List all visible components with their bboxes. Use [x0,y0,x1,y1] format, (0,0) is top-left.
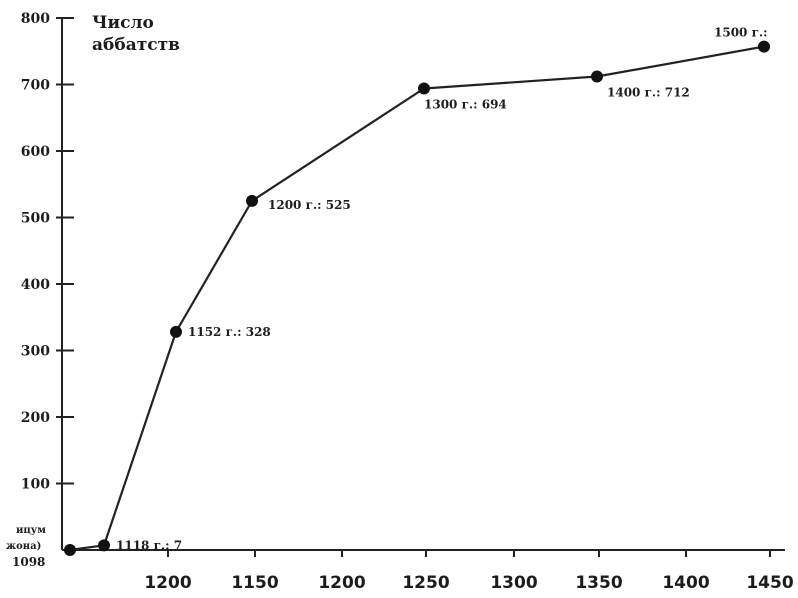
y-axis-title-line-2: аббатств [92,35,180,55]
x-tick-label: 1300 [490,573,537,593]
y-tick-label: 800 [21,11,50,27]
origin-label-line-2: жона) [6,541,41,552]
x-tick-label: 1250 [402,573,449,593]
x-tick-label: 1150 [231,573,278,593]
y-tick-label: 200 [21,410,50,426]
data-label: 1152 г.: 328 [188,325,271,339]
y-axis-ticks: 800 700 600 500 400 300 200 100 [21,11,74,493]
x-tick-label: 1200 [318,573,365,593]
data-label: 1200 г.: 525 [268,198,351,212]
data-point [418,82,430,95]
x-tick-label: 1400 [662,573,709,593]
x-tick-label: 1350 [575,573,622,593]
data-label: 1300 г.: 694 [424,97,507,111]
y-tick-label: 100 [21,477,50,493]
origin-year-label: 1098 [12,555,45,569]
y-axis-title-line-1: Число [92,13,154,33]
origin-label-line-1: ицум [16,525,46,536]
y-tick-label: 700 [21,78,50,94]
series-line [69,45,765,552]
y-tick-label: 600 [21,144,50,160]
x-tick-label: 1450 [746,573,793,593]
x-axis-ticks: 1200 1150 1200 1250 1300 1350 1400 1450 [144,550,794,593]
data-points [64,40,770,556]
x-tick-label: 1200 [144,573,191,593]
data-point [591,70,603,83]
data-point [64,544,76,556]
y-tick-label: 500 [21,211,50,227]
data-label: 1500 г.: [714,26,768,40]
data-point [246,194,258,207]
data-label: 1400 г.: 712 [607,86,690,100]
data-point [758,40,770,53]
y-tick-label: 400 [21,277,50,293]
data-point [170,325,182,338]
data-labels: 1118 г.: 7 1152 г.: 328 1200 г.: 525 1300 г… [116,26,768,553]
y-tick-label: 300 [21,344,50,360]
data-point [98,539,110,552]
data-label: 1118 г.: 7 [116,538,182,552]
